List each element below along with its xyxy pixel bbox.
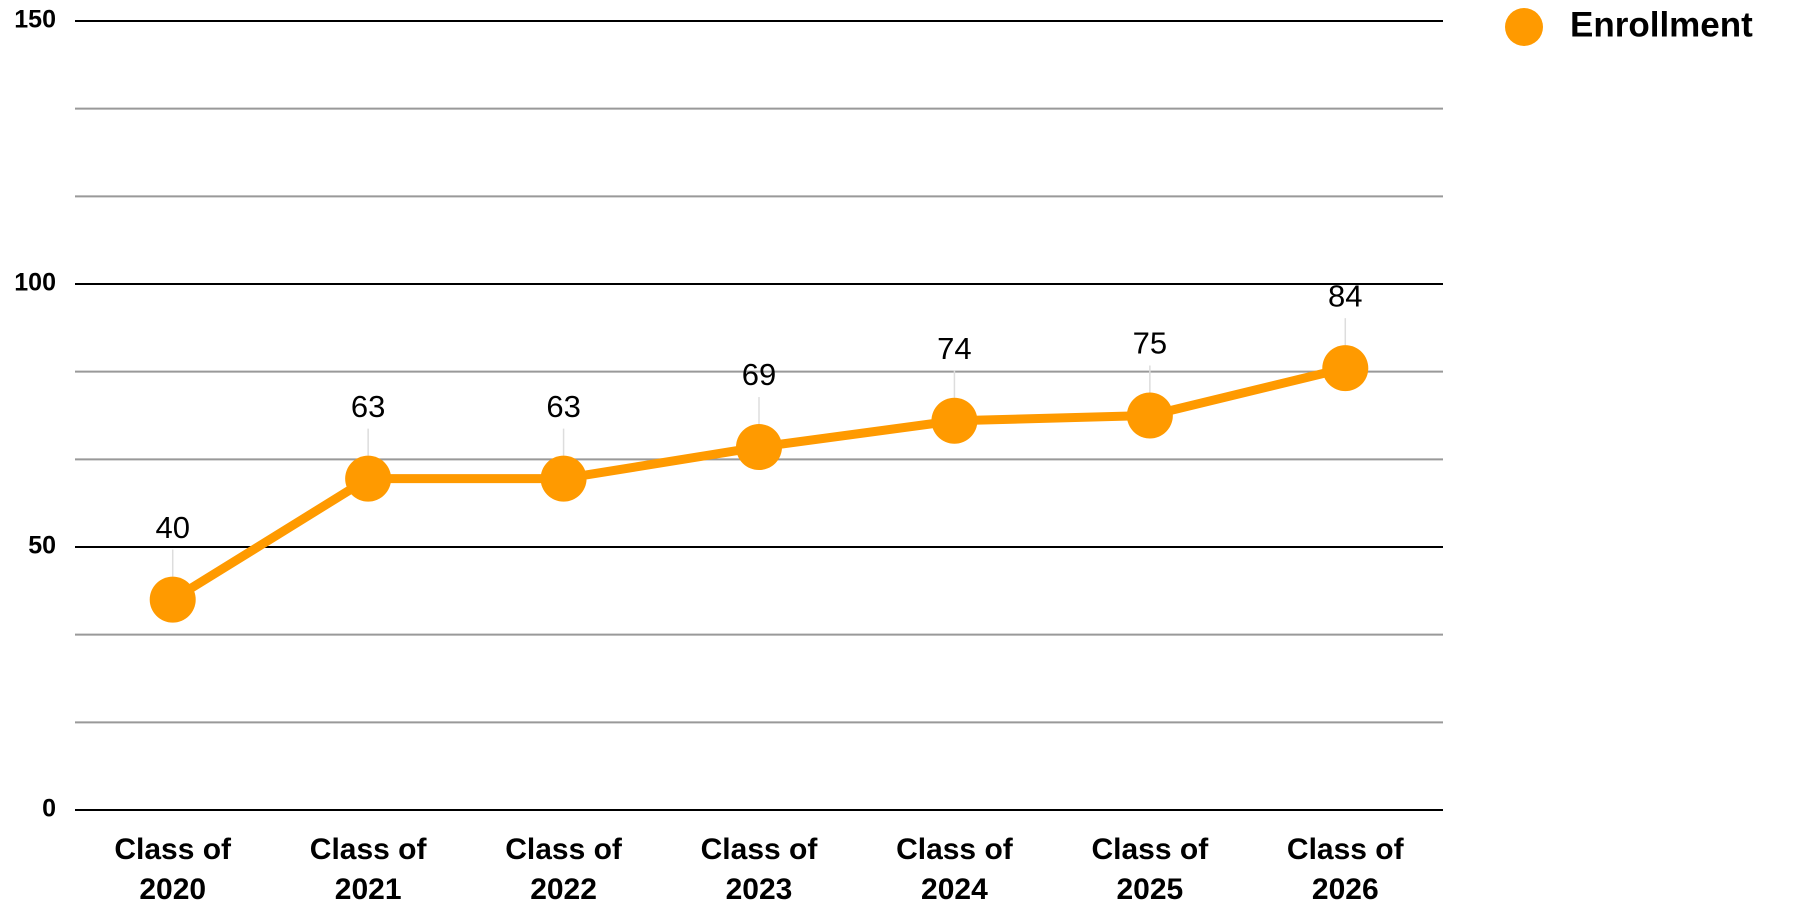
x-tick-label: Class of 2023 <box>700 833 818 906</box>
y-tick-label: 50 <box>28 532 56 560</box>
point <box>1322 345 1369 392</box>
point <box>931 397 978 444</box>
point <box>1126 392 1173 439</box>
point <box>345 455 392 502</box>
data-label: 75 <box>1133 326 1167 361</box>
x-tick-label: Class of 2022 <box>505 833 622 906</box>
legend-label: Enrollment <box>1570 5 1753 44</box>
x-tick-label: Class of 2025 <box>1091 833 1209 906</box>
data-label: 63 <box>351 389 385 424</box>
point <box>736 424 782 471</box>
x-tick-label: Class of 2024 <box>896 833 1013 906</box>
data-label: 84 <box>1328 278 1362 313</box>
legend-marker <box>1505 8 1543 46</box>
data-label: 69 <box>742 357 776 392</box>
y-tick-label: 150 <box>14 6 56 34</box>
point <box>540 455 587 502</box>
x-tick-label: Class of 2021 <box>309 833 427 906</box>
y-tick-label: 0 <box>42 795 56 823</box>
point <box>149 576 196 623</box>
x-tick-label: Class of 2026 <box>1286 833 1404 906</box>
data-label: 40 <box>155 510 189 545</box>
x-tick-label: Class of 2020 <box>114 833 232 906</box>
data-label: 63 <box>546 389 580 424</box>
y-tick-label: 100 <box>14 269 56 297</box>
data-label: 74 <box>937 331 971 366</box>
